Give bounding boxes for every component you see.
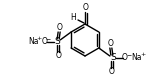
- Text: Na: Na: [28, 37, 38, 47]
- Text: +: +: [36, 36, 42, 41]
- Text: S: S: [110, 54, 116, 62]
- Text: −: −: [126, 52, 132, 57]
- Text: +: +: [140, 52, 145, 57]
- Text: O: O: [55, 51, 61, 60]
- Text: O: O: [109, 68, 115, 77]
- Text: O: O: [83, 4, 89, 13]
- Text: H: H: [70, 14, 76, 23]
- Text: Na: Na: [132, 54, 142, 62]
- Text: O: O: [122, 54, 128, 62]
- Text: O: O: [56, 24, 62, 33]
- Text: O: O: [41, 37, 47, 47]
- Text: S: S: [54, 37, 60, 47]
- Text: O: O: [108, 39, 114, 48]
- Text: −: −: [46, 36, 51, 41]
